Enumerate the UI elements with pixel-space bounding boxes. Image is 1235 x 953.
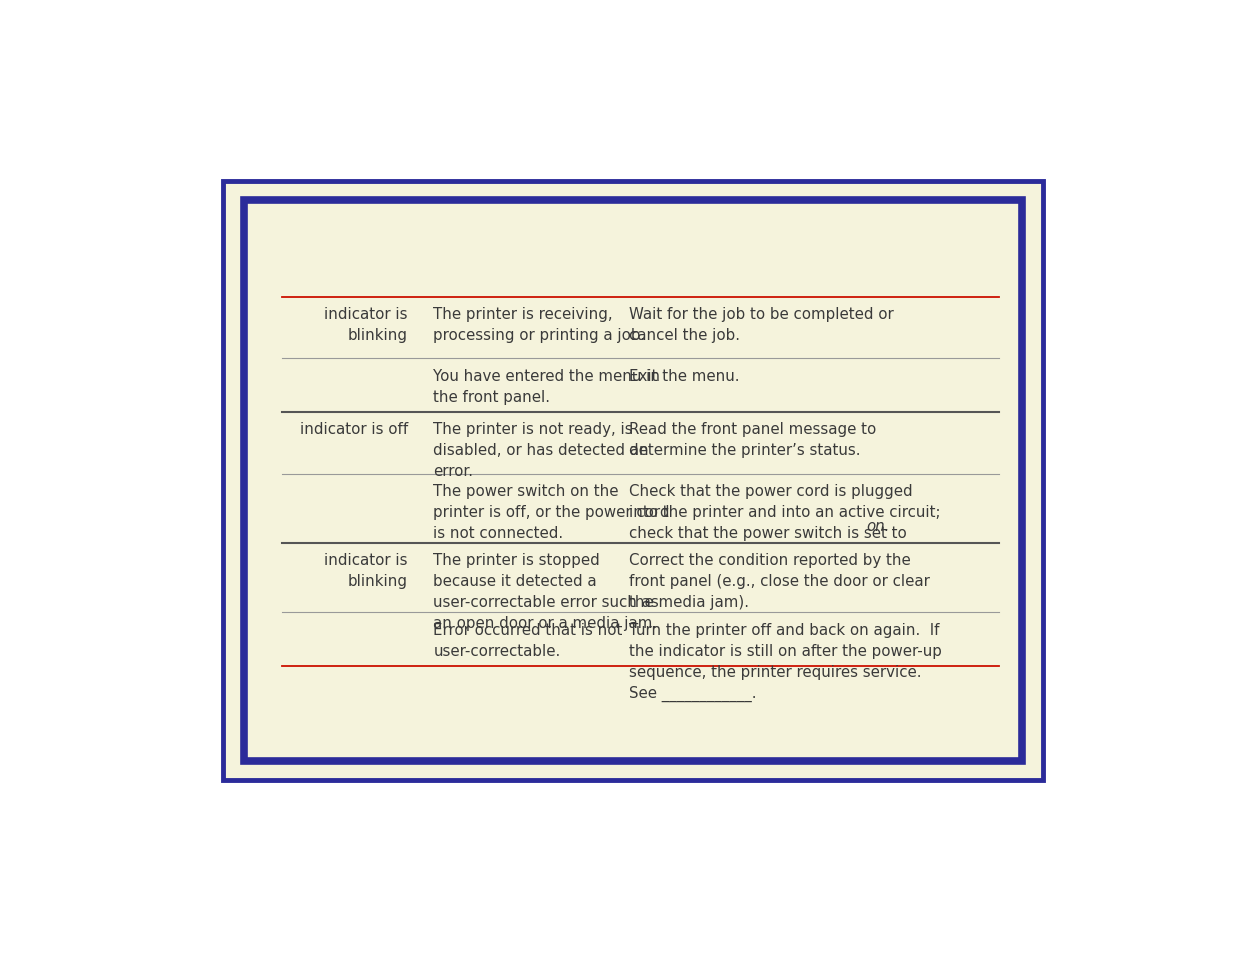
Text: The printer is stopped
because it detected a
user-correctable error such as
an o: The printer is stopped because it detect…	[433, 553, 659, 631]
Text: indicator is off: indicator is off	[300, 422, 408, 437]
Text: indicator is
blinking: indicator is blinking	[325, 307, 408, 343]
Text: on.: on.	[866, 518, 889, 533]
Text: Wait for the job to be completed or
cancel the job.: Wait for the job to be completed or canc…	[630, 307, 894, 343]
Text: Read the front panel message to
determine the printer’s status.: Read the front panel message to determin…	[630, 422, 877, 458]
Text: indicator is
blinking: indicator is blinking	[325, 553, 408, 589]
Text: Correct the condition reported by the
front panel (e.g., close the door or clear: Correct the condition reported by the fr…	[630, 553, 930, 610]
Text: The power switch on the
printer is off, or the power cord
is not connected.: The power switch on the printer is off, …	[433, 483, 669, 540]
Text: Error occurred that is not
user-correctable.: Error occurred that is not user-correcta…	[433, 622, 622, 658]
Bar	[222, 182, 1042, 781]
Text: Check that the power cord is plugged
into the printer and into an active circuit: Check that the power cord is plugged int…	[630, 483, 941, 540]
Text: The printer is not ready, is
disabled, or has detected an
error.: The printer is not ready, is disabled, o…	[433, 422, 650, 479]
Text: You have entered the menu in
the front panel.: You have entered the menu in the front p…	[433, 368, 661, 404]
Text: The printer is receiving,
processing or printing a job.: The printer is receiving, processing or …	[433, 307, 646, 343]
Bar	[243, 201, 1023, 761]
Text: Exit the menu.: Exit the menu.	[630, 368, 740, 383]
Text: Turn the printer off and back on again.  If
the indicator is still on after the : Turn the printer off and back on again. …	[630, 622, 942, 701]
